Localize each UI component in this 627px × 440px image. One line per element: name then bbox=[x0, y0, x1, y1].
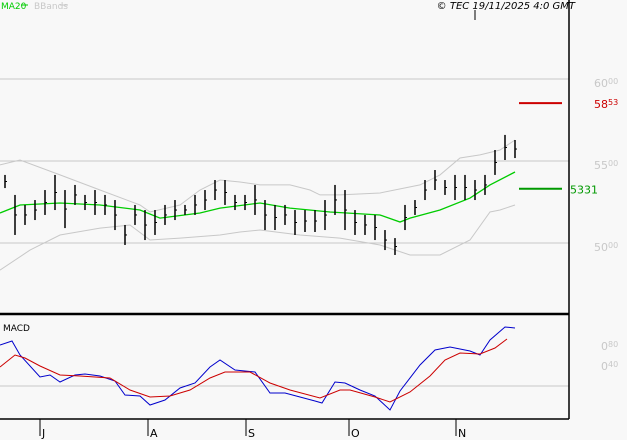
macd-line bbox=[0, 326, 516, 411]
x-tick-label: S bbox=[248, 427, 255, 440]
legend: MA20 BBands bbox=[1, 2, 68, 12]
macd-y-tick-label: 040 bbox=[601, 360, 618, 373]
ma20-line bbox=[0, 171, 516, 223]
legend-ma20: MA20 bbox=[1, 2, 27, 12]
support-label: 5331 bbox=[570, 184, 598, 197]
y-tick-label: 6000 bbox=[594, 77, 618, 90]
x-tick-label: N bbox=[458, 427, 466, 440]
legend-bbands: BBands bbox=[34, 2, 68, 12]
levels: 5853 5331 bbox=[519, 98, 618, 197]
y-tick-label: 5000 bbox=[594, 241, 618, 254]
grid bbox=[0, 78, 569, 387]
bb-upper-line bbox=[0, 139, 516, 213]
resistance-label: 5853 bbox=[594, 98, 618, 111]
bollinger-bands bbox=[0, 139, 516, 271]
x-tick-label: A bbox=[150, 427, 158, 440]
y-axis: 6000 5500 5000 080 040 bbox=[594, 77, 618, 373]
ma20-polyline bbox=[0, 171, 516, 223]
y-tick-label: 5500 bbox=[594, 159, 618, 172]
copyright: © TEC 19/11/2025 4:0 GMT bbox=[437, 1, 576, 12]
x-tick-label: J bbox=[41, 427, 45, 440]
price-bars bbox=[4, 134, 517, 255]
bb-lower-line bbox=[0, 204, 516, 271]
macd-panel bbox=[0, 326, 516, 411]
macd-y-tick-label: 080 bbox=[601, 340, 618, 353]
frame bbox=[0, 0, 570, 420]
macd-label: MACD bbox=[3, 324, 30, 334]
signal-line bbox=[0, 338, 508, 403]
x-tick-label: O bbox=[351, 427, 360, 440]
